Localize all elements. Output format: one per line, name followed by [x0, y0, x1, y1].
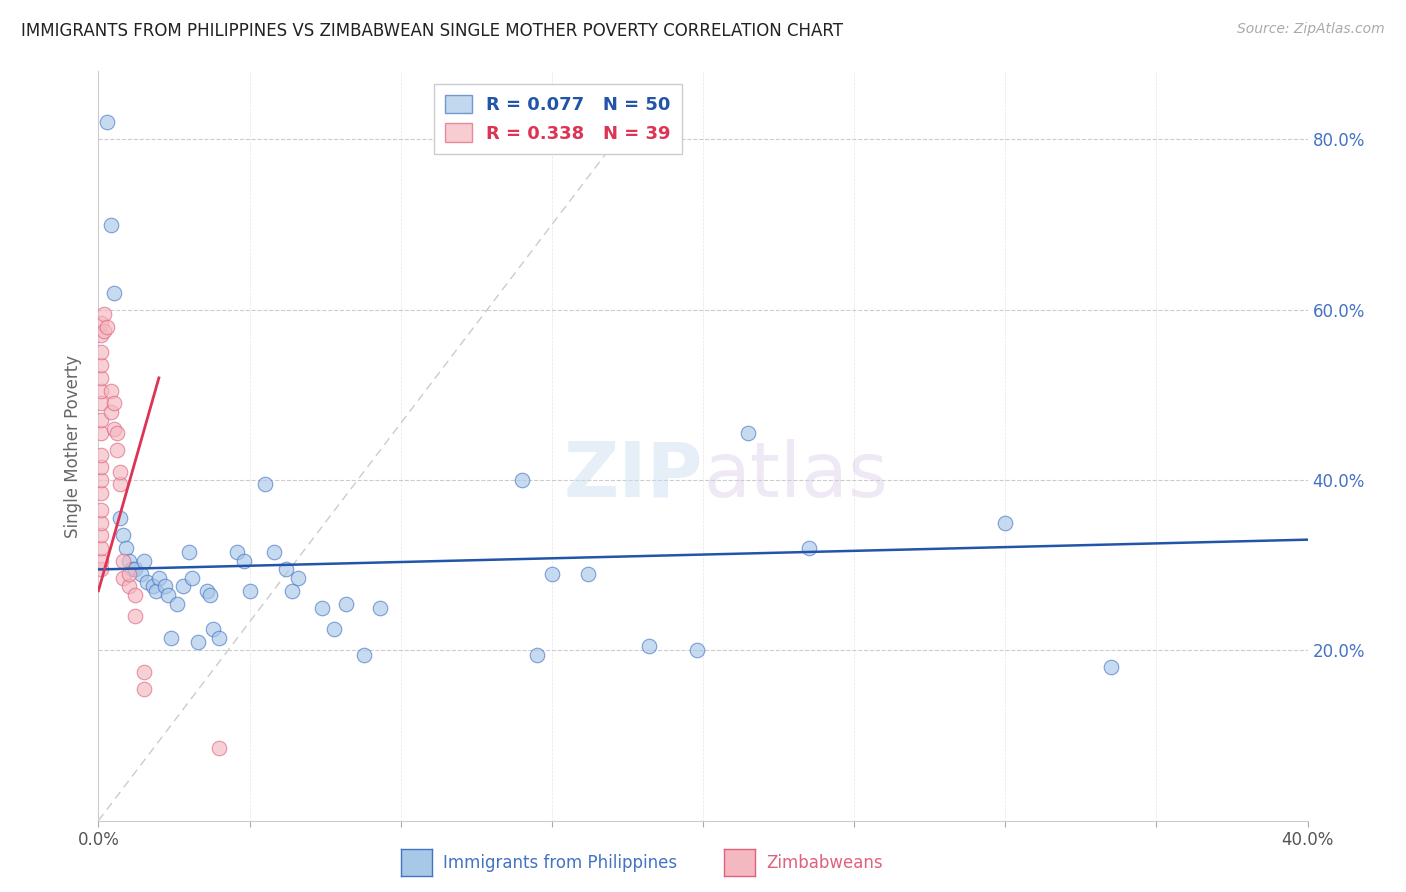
Point [287, 571, 309, 585]
Point [108, 477, 131, 491]
Text: Source: ZipAtlas.com: Source: ZipAtlas.com [1237, 22, 1385, 37]
Point [226, 545, 249, 559]
Point [172, 580, 194, 594]
Point [90, 316, 112, 330]
Point [994, 516, 1017, 530]
Point [281, 583, 304, 598]
Point [114, 541, 136, 556]
Point [124, 588, 146, 602]
Point [253, 477, 276, 491]
Point [90, 448, 112, 462]
Text: ZIP: ZIP [564, 439, 703, 513]
Point [797, 541, 820, 556]
Point [208, 741, 231, 756]
Point [200, 588, 222, 602]
Point [686, 643, 709, 657]
Point [90, 396, 112, 410]
Point [129, 566, 152, 581]
Point [156, 588, 179, 602]
Point [202, 622, 225, 636]
Point [96, 319, 118, 334]
Point [239, 583, 262, 598]
Point [111, 571, 134, 585]
Point [90, 485, 112, 500]
Point [311, 600, 333, 615]
Point [145, 583, 167, 598]
Point [526, 648, 548, 662]
Point [263, 545, 285, 559]
Point [274, 562, 297, 576]
Point [166, 597, 188, 611]
Point [153, 580, 176, 594]
Point [124, 609, 146, 624]
Point [111, 554, 134, 568]
Point [90, 516, 112, 530]
Point [160, 631, 183, 645]
Point [108, 465, 131, 479]
Point [737, 426, 759, 441]
Point [181, 571, 204, 585]
Point [103, 422, 125, 436]
Point [187, 635, 209, 649]
Point [90, 413, 112, 427]
Point [368, 600, 391, 615]
Point [179, 545, 201, 559]
Text: IMMIGRANTS FROM PHILIPPINES VS ZIMBABWEAN SINGLE MOTHER POVERTY CORRELATION CHAR: IMMIGRANTS FROM PHILIPPINES VS ZIMBABWEA… [21, 22, 844, 40]
Point [93, 324, 115, 338]
Point [135, 575, 157, 590]
Point [118, 580, 141, 594]
Point [90, 554, 112, 568]
Point [124, 562, 146, 576]
Point [90, 473, 112, 487]
Point [90, 345, 112, 359]
Point [142, 580, 165, 594]
Text: Zimbabweans: Zimbabweans [766, 854, 883, 871]
Point [323, 622, 346, 636]
Point [103, 285, 125, 300]
Point [510, 473, 533, 487]
Point [90, 384, 112, 398]
Point [335, 597, 357, 611]
Point [90, 503, 112, 517]
Point [90, 562, 112, 576]
Point [90, 328, 112, 343]
Point [90, 358, 112, 372]
Y-axis label: Single Mother Poverty: Single Mother Poverty [65, 354, 83, 538]
Point [637, 639, 659, 653]
Point [121, 562, 143, 576]
Point [90, 371, 112, 385]
Point [132, 665, 155, 679]
Point [90, 541, 112, 556]
Point [540, 566, 562, 581]
Point [105, 443, 128, 458]
Point [232, 554, 254, 568]
Point [132, 554, 155, 568]
Point [108, 511, 131, 525]
Point [90, 528, 112, 542]
Point [208, 631, 231, 645]
Text: atlas: atlas [703, 439, 887, 513]
Point [90, 460, 112, 475]
Point [111, 528, 134, 542]
Point [105, 426, 128, 441]
Text: Immigrants from Philippines: Immigrants from Philippines [443, 854, 678, 871]
Legend: R = 0.077   N = 50, R = 0.338   N = 39: R = 0.077 N = 50, R = 0.338 N = 39 [434, 84, 682, 153]
Point [118, 554, 141, 568]
Point [353, 648, 375, 662]
Point [100, 218, 122, 232]
Point [148, 571, 170, 585]
Point [195, 583, 218, 598]
Point [96, 115, 118, 129]
Point [118, 566, 141, 581]
Point [103, 396, 125, 410]
Point [1099, 660, 1122, 674]
Point [100, 384, 122, 398]
Point [93, 307, 115, 321]
Point [100, 405, 122, 419]
Point [90, 426, 112, 441]
Point [132, 681, 155, 696]
Point [576, 566, 599, 581]
